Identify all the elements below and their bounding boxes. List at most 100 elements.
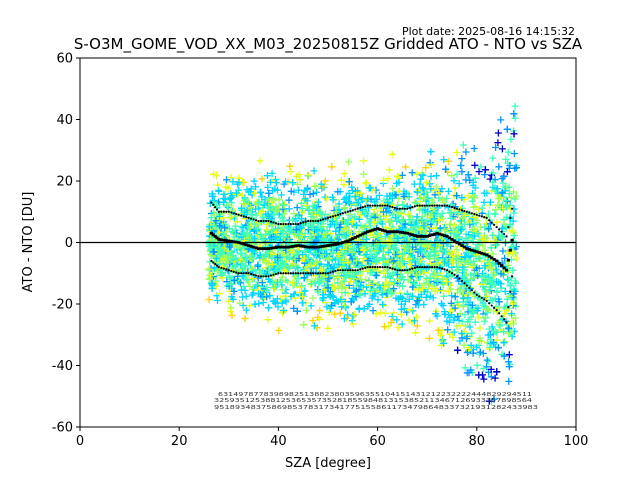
lower-point [250, 272, 253, 276]
scatter-point [205, 266, 213, 274]
scatter-point [423, 188, 431, 196]
upper-point [495, 226, 498, 229]
scatter-point [453, 246, 461, 254]
scatter-point [427, 172, 435, 180]
scatter-point [489, 178, 497, 186]
scatter-point [269, 195, 277, 203]
scatter-point [485, 210, 492, 218]
mean-point [209, 231, 214, 235]
scatter-point [259, 214, 267, 221]
scatter-point [486, 220, 494, 228]
scatter-point [290, 304, 298, 312]
scatter-point [458, 168, 466, 176]
scatter-point [416, 225, 424, 233]
scatter-point [478, 280, 485, 288]
scatter-point [507, 320, 515, 328]
scatter-point [432, 172, 440, 180]
lower-point [292, 272, 295, 275]
scatter-point [251, 235, 259, 243]
scatter-point [310, 167, 318, 175]
upper-point [478, 214, 481, 217]
mean-point [487, 254, 491, 258]
scatter-point [461, 311, 469, 319]
mean-point [249, 244, 253, 248]
scatter-point [499, 247, 507, 255]
scatter-point [356, 248, 364, 256]
scatter-point [275, 255, 283, 262]
mean-point [215, 236, 219, 240]
scatter-point [463, 335, 471, 343]
scatter-point [274, 303, 282, 311]
scatter-point [510, 232, 518, 240]
lower-point [393, 268, 397, 271]
scatter-point [408, 169, 416, 177]
mean-point [318, 245, 323, 249]
lower-point [227, 269, 230, 272]
upper-point [319, 219, 322, 222]
scatter-point [371, 247, 379, 255]
scatter-point [463, 257, 471, 265]
lower-point [468, 286, 471, 289]
scatter-point [480, 189, 488, 197]
scatter-point [511, 102, 519, 110]
scatter-point [432, 183, 440, 191]
scatter-point [480, 318, 488, 325]
scatter-point [354, 199, 362, 207]
series-upper [210, 201, 514, 238]
mean-point [510, 238, 514, 242]
scatter-point [435, 216, 443, 224]
lower-point [324, 272, 327, 275]
scatter-point [365, 217, 373, 225]
mean-point [504, 268, 509, 272]
scatter-point [216, 290, 224, 298]
upper-point [388, 205, 392, 208]
scatter-point [507, 194, 515, 202]
scatter-point [372, 310, 380, 318]
scatter-point [345, 281, 353, 289]
scatter-point [390, 278, 398, 286]
scatter-point [349, 320, 357, 328]
scatter-point [441, 258, 449, 266]
mean-point [495, 259, 499, 263]
scatter-point [271, 284, 278, 292]
upper-point [361, 206, 364, 209]
scatter-point [347, 298, 355, 306]
scatter-point [506, 221, 514, 229]
scatter-point [412, 271, 420, 279]
scatter-point [325, 291, 333, 299]
upper-point [411, 206, 414, 209]
scatter-point [460, 266, 468, 274]
scatter-point [445, 260, 453, 268]
lower-point [220, 266, 223, 269]
mean-point [400, 231, 404, 234]
scatter-point [481, 171, 489, 179]
scatter-point [451, 304, 459, 312]
scatter-point [273, 295, 281, 303]
lower-point [339, 269, 342, 272]
scatter-point [459, 291, 467, 299]
upper-point [391, 206, 394, 209]
mean-point [351, 237, 355, 241]
y-tick-label: 60 [56, 52, 73, 67]
scatter-point [399, 258, 407, 266]
mean-point [366, 230, 370, 234]
scatter-point [281, 292, 289, 300]
upper-point [237, 213, 240, 216]
upper-point [493, 223, 496, 226]
lower-point [421, 266, 424, 269]
scatter-point [372, 242, 380, 250]
scatter-point [470, 145, 478, 152]
scatter-point [399, 273, 407, 281]
scatter-point [426, 180, 434, 188]
scatter-point [453, 149, 461, 156]
scatter-point [438, 275, 446, 282]
scatter-point [477, 163, 485, 171]
count-row-3: 9518934837586985378317341775155861173479… [214, 405, 538, 411]
scatter-point [291, 261, 299, 269]
mean-point [304, 245, 308, 249]
scatter-point [471, 174, 479, 182]
mean-point [346, 239, 350, 243]
scatter-point [458, 330, 466, 337]
mean-point [472, 249, 476, 253]
scatter-point [495, 298, 503, 306]
